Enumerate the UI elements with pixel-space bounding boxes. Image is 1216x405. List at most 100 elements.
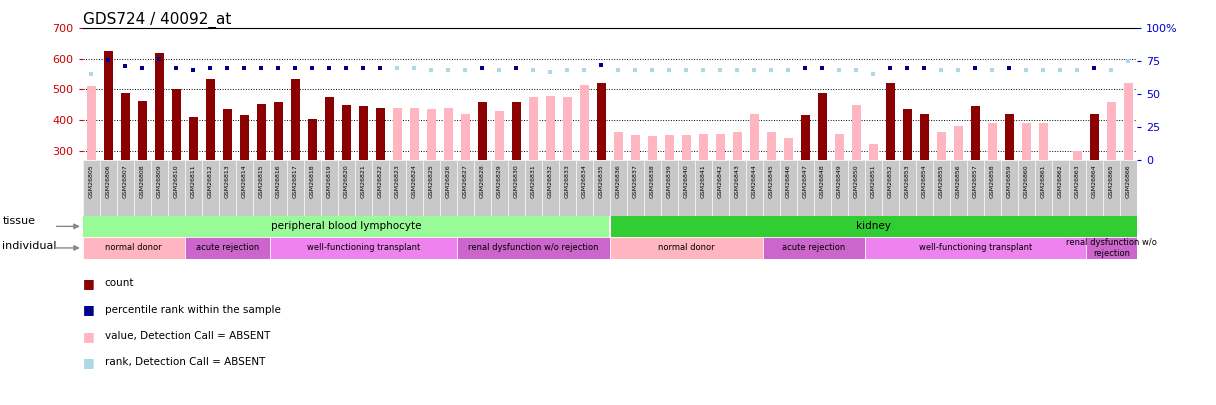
Text: GSM26834: GSM26834 <box>581 164 587 198</box>
Text: GDS724 / 40092_at: GDS724 / 40092_at <box>83 12 231 28</box>
Point <box>1000 64 1019 71</box>
Bar <box>817 93 827 160</box>
Point <box>966 64 985 71</box>
Bar <box>1090 114 1099 160</box>
Bar <box>202 160 219 216</box>
Bar <box>529 97 537 160</box>
Text: renal dysfunction w/o rejection: renal dysfunction w/o rejection <box>468 243 598 252</box>
Bar <box>188 117 198 160</box>
Point <box>1034 67 1053 74</box>
Point <box>303 64 322 71</box>
Bar <box>716 134 725 160</box>
Bar <box>614 132 623 160</box>
Point <box>439 67 458 74</box>
Bar <box>117 160 134 216</box>
Text: GSM26808: GSM26808 <box>140 164 145 198</box>
Text: GSM26859: GSM26859 <box>1007 164 1012 198</box>
Point <box>812 64 832 71</box>
Text: value, Detection Call = ABSENT: value, Detection Call = ABSENT <box>105 331 270 341</box>
Point <box>388 64 407 71</box>
Bar <box>185 237 270 259</box>
Point <box>354 64 373 71</box>
Bar <box>83 237 185 259</box>
Text: GSM26829: GSM26829 <box>497 164 502 198</box>
Text: GSM26845: GSM26845 <box>769 164 773 198</box>
Point <box>948 67 968 74</box>
Bar <box>393 108 402 160</box>
Point <box>184 67 203 74</box>
Bar <box>457 160 474 216</box>
Point <box>642 67 662 74</box>
Point <box>676 67 696 74</box>
Text: GSM26825: GSM26825 <box>429 164 434 198</box>
Point <box>1051 67 1070 74</box>
Text: GSM26842: GSM26842 <box>717 164 722 198</box>
Bar <box>376 108 385 160</box>
Text: GSM26805: GSM26805 <box>89 164 94 198</box>
Bar <box>1107 102 1116 160</box>
Bar <box>423 160 440 216</box>
Bar <box>342 105 351 160</box>
Bar <box>83 160 100 216</box>
Bar <box>206 79 215 160</box>
Bar <box>100 160 117 216</box>
Point <box>167 64 186 71</box>
Bar <box>83 216 609 237</box>
Bar <box>1086 160 1103 216</box>
Text: normal donor: normal donor <box>658 243 715 252</box>
Bar <box>902 109 912 160</box>
Bar <box>325 97 334 160</box>
Point <box>659 67 679 74</box>
Text: ■: ■ <box>83 303 95 316</box>
Point <box>456 67 475 74</box>
Bar <box>444 109 452 160</box>
Bar <box>274 102 283 160</box>
Bar <box>563 97 572 160</box>
Text: renal dysfunction w/o
rejection: renal dysfunction w/o rejection <box>1066 238 1156 258</box>
Point <box>133 64 152 71</box>
Bar <box>270 160 287 216</box>
Text: GSM26807: GSM26807 <box>123 164 128 198</box>
Bar <box>355 160 372 216</box>
Text: GSM26843: GSM26843 <box>734 164 739 198</box>
Point <box>405 64 424 71</box>
Point <box>897 64 917 71</box>
Bar <box>834 134 844 160</box>
Point <box>235 64 254 71</box>
Bar <box>762 160 779 216</box>
Point <box>218 64 237 71</box>
Bar <box>831 160 848 216</box>
Point <box>931 67 951 74</box>
Point <box>1017 67 1036 74</box>
Point <box>116 63 135 70</box>
Bar <box>609 237 762 259</box>
Bar <box>168 160 185 216</box>
Bar <box>868 145 878 160</box>
Text: GSM26806: GSM26806 <box>106 164 111 198</box>
Text: GSM26821: GSM26821 <box>361 164 366 198</box>
Text: GSM26824: GSM26824 <box>412 164 417 198</box>
Point <box>608 67 627 74</box>
Bar <box>185 160 202 216</box>
Bar <box>882 160 899 216</box>
Bar <box>257 104 266 160</box>
Bar <box>848 160 865 216</box>
Bar <box>1086 237 1137 259</box>
Bar <box>440 160 457 216</box>
Bar <box>508 160 525 216</box>
Text: GSM26857: GSM26857 <box>973 164 978 198</box>
Point <box>625 67 644 74</box>
Bar <box>304 160 321 216</box>
Bar <box>291 79 300 160</box>
Bar <box>240 115 249 160</box>
Text: GSM26848: GSM26848 <box>820 164 824 198</box>
Text: percentile rank within the sample: percentile rank within the sample <box>105 305 281 315</box>
Bar <box>648 136 657 160</box>
Text: GSM26817: GSM26817 <box>293 164 298 198</box>
Bar <box>154 53 164 160</box>
Text: GSM26852: GSM26852 <box>888 164 893 198</box>
Bar <box>984 160 1001 216</box>
Text: GSM26840: GSM26840 <box>683 164 688 198</box>
Bar <box>916 160 933 216</box>
Text: GSM26837: GSM26837 <box>632 164 638 198</box>
